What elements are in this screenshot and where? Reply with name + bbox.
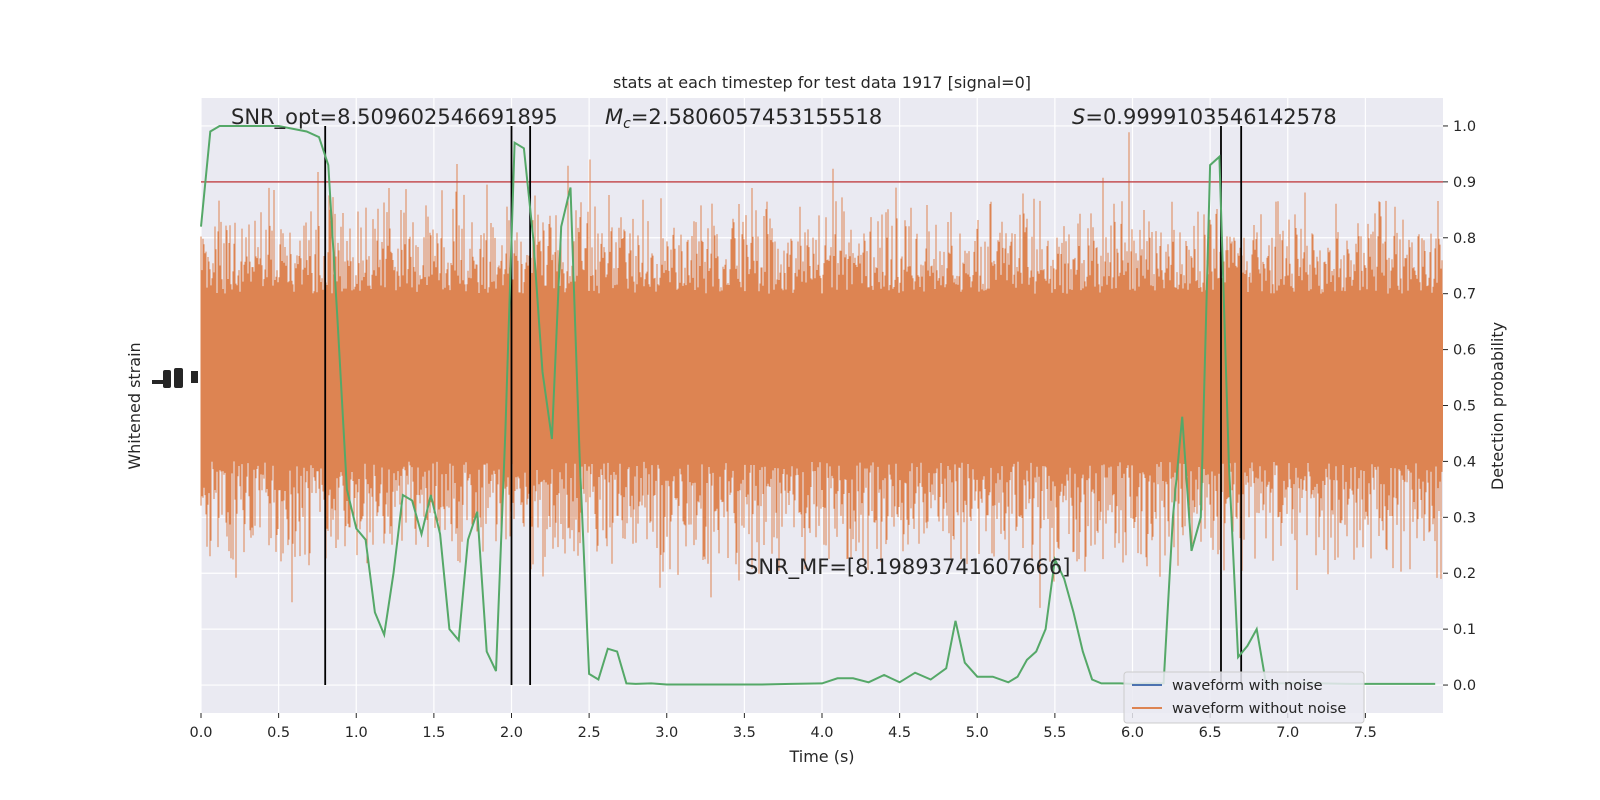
x-tick-label: 5.5 (1043, 725, 1066, 741)
y-tick-label: 0.2 (1453, 566, 1476, 582)
y-tick-label: 0.0 (1453, 678, 1476, 694)
x-tick-label: 6.0 (1121, 725, 1144, 741)
legend-label-with-noise: waveform with noise (1172, 678, 1323, 694)
x-tick-label: 7.5 (1354, 725, 1377, 741)
x-tick-label: 3.0 (655, 725, 678, 741)
y-ticks-right: 0.0 0.1 0.2 0.3 0.4 0.5 0.6 0.7 0.8 0.9 1.0 (1443, 119, 1476, 694)
y-tick-label: 0.9 (1453, 175, 1476, 191)
annotation-snr-opt: SNR_opt=8.509602546691895 (231, 105, 558, 130)
chart-title: stats at each timestep for test data 191… (613, 73, 1031, 92)
x-tick-label: 1.0 (345, 725, 368, 741)
y-tick-label: 1.0 (1453, 119, 1476, 135)
x-ticks: 0.0 0.5 1.0 1.5 2.0 2.5 3.0 3.5 4.0 4.5 5.0 5.5 6.0 6… (189, 713, 1377, 741)
annotation-snr-mf: SNR_MF=[8.19893741607666] (745, 555, 1070, 580)
x-tick-label: 0.0 (189, 725, 212, 741)
y-tick-label: 0.7 (1453, 287, 1476, 303)
x-tick-label: 4.0 (810, 725, 833, 741)
x-tick-label: 0.5 (267, 725, 290, 741)
legend-label-without-noise: waveform without noise (1172, 701, 1346, 717)
legend-box (1123, 671, 1365, 724)
left-axis-collapsed-ticks (152, 368, 198, 388)
y-tick-label: 0.5 (1453, 399, 1476, 415)
x-tick-label: 2.0 (500, 725, 523, 741)
y-tick-label: 0.4 (1453, 454, 1476, 470)
x-axis-label: Time (s) (788, 747, 854, 766)
x-tick-label: 6.5 (1199, 725, 1222, 741)
x-tick-label: 2.5 (578, 725, 601, 741)
y-axis-label-right: Detection probability (1488, 322, 1507, 490)
x-tick-label: 3.5 (733, 725, 756, 741)
x-tick-label: 1.5 (422, 725, 445, 741)
y-tick-label: 0.8 (1453, 231, 1476, 247)
y-tick-label: 0.3 (1453, 510, 1476, 526)
annotation-chirp-mass: Mc=2.5806057453155518 (605, 105, 882, 132)
series-waveform-without-noise (200, 132, 1443, 608)
y-tick-label: 0.6 (1453, 343, 1476, 359)
x-tick-label: 4.5 (888, 725, 911, 741)
y-axis-label-left: Whitened strain (125, 342, 144, 469)
x-tick-label: 5.0 (966, 725, 989, 741)
noise-trace (200, 132, 1443, 608)
annotation-s: S=0.9999103546142578 (1072, 105, 1337, 129)
series-detection-probability (200, 125, 1436, 686)
legend: waveform with noise waveform without noi… (1123, 671, 1365, 724)
x-tick-label: 7.0 (1276, 725, 1299, 741)
y-tick-label: 0.1 (1453, 622, 1476, 638)
